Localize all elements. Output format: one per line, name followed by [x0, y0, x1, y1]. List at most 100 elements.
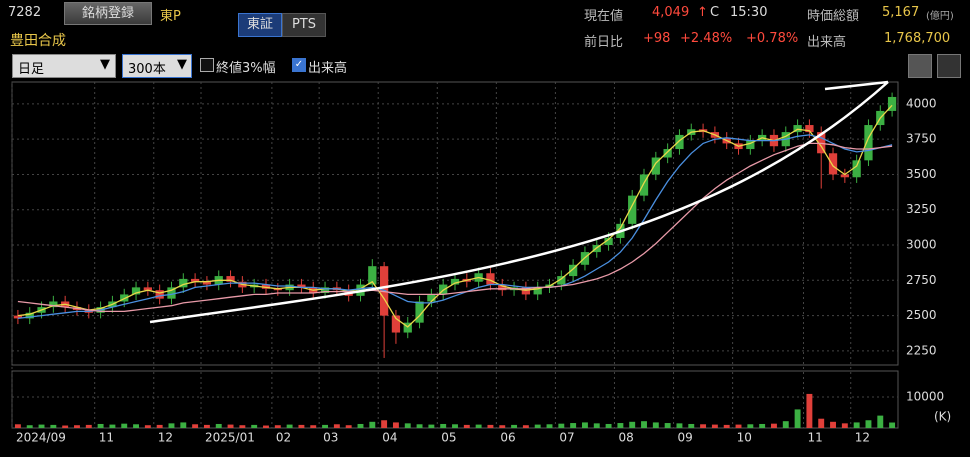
volume-bar	[841, 423, 848, 428]
volume-bar	[310, 425, 317, 428]
checkbox-label: 終値3%幅	[216, 61, 276, 76]
candle-body	[143, 287, 152, 291]
volume-bar	[369, 421, 376, 428]
volume-bar	[144, 425, 151, 428]
candle-body	[828, 153, 838, 175]
candle-body	[663, 149, 672, 158]
market: 東P	[160, 9, 181, 24]
label: 時価総額	[807, 9, 860, 24]
volume-bar	[759, 423, 766, 428]
volume-bar	[522, 425, 529, 428]
candle-body	[486, 273, 495, 285]
candle-body	[568, 264, 578, 277]
candle-body	[320, 287, 330, 294]
volume-bar	[38, 424, 45, 428]
volume-bar	[133, 424, 139, 428]
volume-bar	[416, 424, 423, 428]
volume-bar	[593, 423, 600, 428]
volume-bar	[806, 393, 813, 428]
volume-bar	[62, 425, 69, 428]
x-tick-label: 11	[99, 431, 114, 445]
volume-bar	[85, 424, 92, 428]
y-tick-label: 2500	[906, 308, 937, 322]
checkbox[interactable]	[200, 58, 214, 72]
candle-body	[131, 287, 141, 295]
period-select[interactable]: 日足 ▼	[12, 54, 116, 78]
time: 15:30	[730, 5, 768, 20]
volume-bar	[652, 422, 659, 428]
arrow: ↑	[697, 5, 708, 20]
candle-body	[13, 315, 23, 319]
x-tick-label: 03	[323, 431, 338, 445]
volume-bar	[26, 425, 33, 428]
register-button[interactable]: 銘柄登録	[64, 2, 152, 25]
volume-bar	[121, 423, 128, 428]
price: 4,049	[652, 5, 690, 20]
volume-bar	[227, 424, 234, 428]
candle-body	[864, 125, 873, 161]
y-tick-label: 2250	[906, 343, 937, 357]
x-tick-label: 11	[807, 431, 822, 445]
candle-body	[179, 278, 188, 288]
volume-bar	[239, 425, 246, 428]
volume-bar	[499, 425, 506, 428]
candle-body	[226, 276, 235, 282]
candle-body	[415, 301, 424, 323]
tab[interactable]: PTS	[282, 13, 326, 37]
y-tick-label: 3000	[906, 238, 937, 252]
flag: C	[710, 5, 720, 20]
x-tick-label: 02	[276, 431, 291, 445]
x-tick-label: 06	[500, 431, 515, 445]
volume-bar	[487, 424, 494, 428]
candle-body	[155, 290, 164, 299]
volume-bar	[263, 425, 269, 428]
candle-body	[887, 96, 897, 111]
label: 出来高	[807, 35, 847, 50]
volume-bar	[581, 422, 588, 428]
market-cap: 5,167	[882, 5, 920, 20]
x-tick-label: 04	[382, 431, 397, 445]
volume-bar	[664, 423, 671, 428]
volume-bar	[97, 423, 104, 428]
zoom-icon[interactable]	[908, 54, 932, 78]
checkbox-label: 出来高	[308, 61, 348, 76]
volume-bar	[404, 423, 411, 428]
candle-body	[521, 287, 531, 295]
volume-bar	[711, 424, 718, 428]
period: 日足	[18, 62, 45, 77]
tab[interactable]: 東証	[238, 13, 282, 37]
volume-bar	[511, 424, 518, 428]
volume-bar	[782, 421, 789, 428]
volume-bar	[475, 424, 482, 428]
y-tick-label: 10000	[906, 390, 944, 404]
candle-body	[261, 284, 271, 289]
settings-icon[interactable]	[937, 54, 961, 78]
candle-body	[49, 301, 58, 308]
moving-average	[17, 104, 893, 328]
volume-bar	[558, 423, 565, 428]
count: 300本	[128, 62, 166, 77]
moving-average	[17, 142, 893, 313]
volume-bar	[345, 425, 352, 428]
label: 現在値	[584, 9, 624, 24]
volume-bar	[617, 423, 624, 428]
volume-bar	[381, 420, 388, 428]
volume-bar	[357, 423, 364, 428]
volume-bar	[889, 422, 896, 428]
trend-annotation	[149, 80, 889, 324]
y-tick-label: 3250	[906, 202, 937, 216]
x-tick-label: 12	[855, 431, 870, 445]
volume-bar	[723, 424, 730, 428]
candle-body	[639, 174, 649, 196]
checkbox[interactable]: ✓	[292, 58, 306, 72]
volume-bar	[534, 424, 541, 428]
x-tick-label: 09	[678, 431, 693, 445]
volume-bar	[109, 424, 116, 428]
count-select[interactable]: 300本 ▼	[122, 54, 192, 78]
candle-body	[793, 125, 802, 133]
company-name: 豊田合成	[10, 33, 66, 49]
candle-body	[533, 287, 542, 295]
x-tick-label: 2024/09	[16, 431, 66, 445]
candle-body	[852, 160, 861, 178]
volume-bar	[14, 424, 21, 428]
